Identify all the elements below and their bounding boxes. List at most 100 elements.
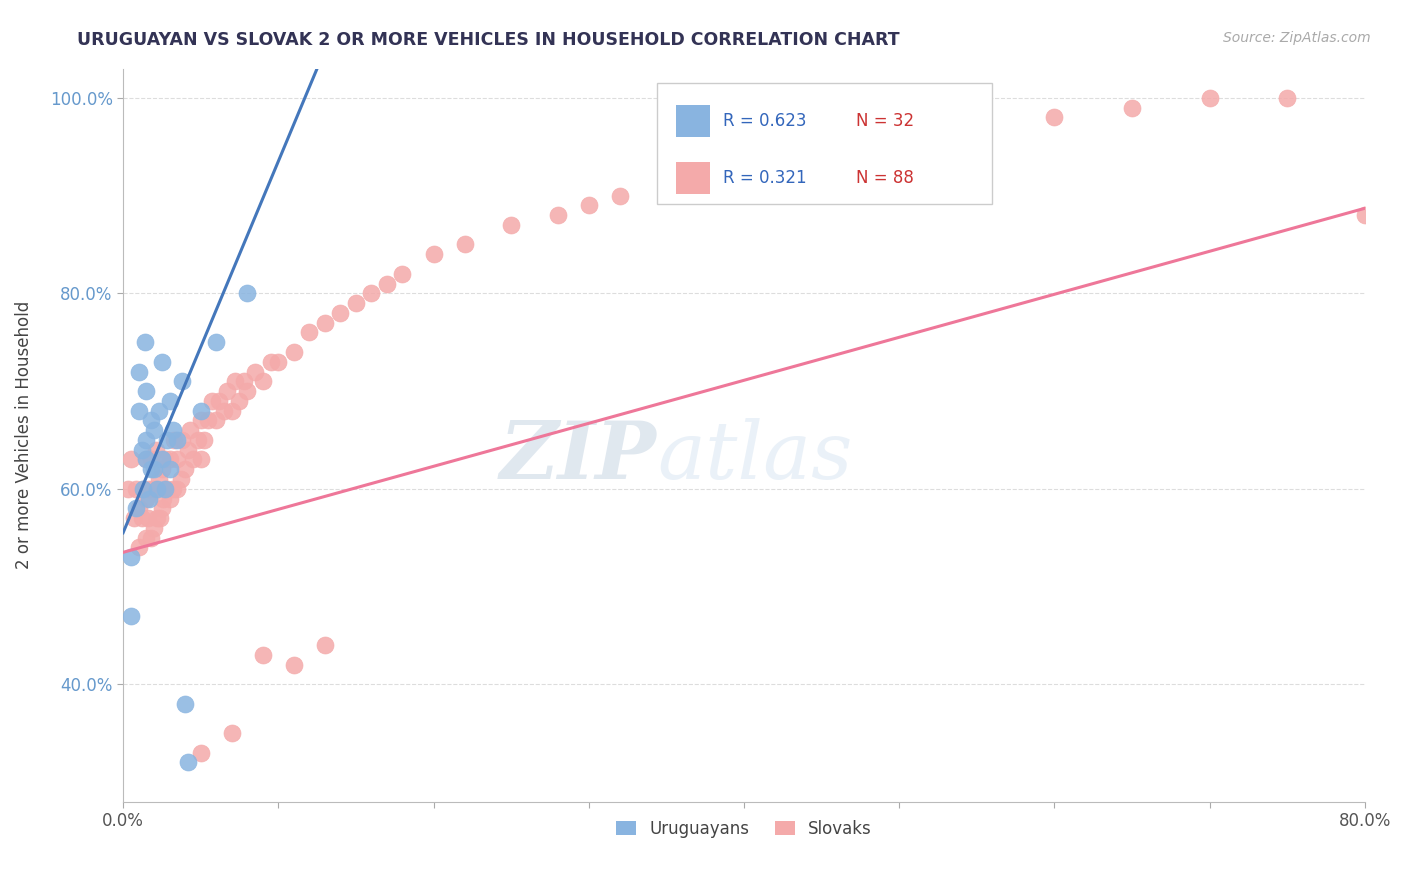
Point <box>179 423 201 437</box>
Point <box>205 413 228 427</box>
Point <box>135 384 157 398</box>
Point <box>128 501 150 516</box>
Text: R = 0.623: R = 0.623 <box>723 112 806 130</box>
Point <box>177 442 200 457</box>
Point <box>159 462 181 476</box>
Point <box>298 326 321 340</box>
FancyBboxPatch shape <box>657 83 993 204</box>
Point <box>224 374 246 388</box>
Point <box>212 403 235 417</box>
Point <box>132 482 155 496</box>
Point <box>139 462 162 476</box>
Point <box>422 247 444 261</box>
Point <box>283 345 305 359</box>
Point <box>153 482 176 496</box>
Point <box>825 139 848 153</box>
Point <box>197 413 219 427</box>
Point <box>205 335 228 350</box>
Point <box>162 423 184 437</box>
Point <box>252 648 274 662</box>
Text: N = 88: N = 88 <box>856 169 914 186</box>
Point <box>190 746 212 760</box>
Point <box>221 403 243 417</box>
Point <box>193 433 215 447</box>
Point <box>283 657 305 672</box>
Point <box>733 159 755 173</box>
Point <box>139 452 162 467</box>
Point <box>139 413 162 427</box>
Point <box>138 491 160 506</box>
Point <box>501 218 523 232</box>
Point <box>252 374 274 388</box>
Text: URUGUAYAN VS SLOVAK 2 OR MORE VEHICLES IN HOUSEHOLD CORRELATION CHART: URUGUAYAN VS SLOVAK 2 OR MORE VEHICLES I… <box>77 31 900 49</box>
Point <box>143 482 166 496</box>
Point <box>135 531 157 545</box>
Point <box>208 393 231 408</box>
Point <box>159 452 181 467</box>
Text: Source: ZipAtlas.com: Source: ZipAtlas.com <box>1223 31 1371 45</box>
Point <box>190 413 212 427</box>
Point <box>1277 91 1299 105</box>
Point <box>170 374 193 388</box>
Point <box>344 296 367 310</box>
Point <box>169 472 191 486</box>
Bar <box>676 161 710 194</box>
Point <box>236 384 259 398</box>
Point <box>609 188 631 202</box>
Point <box>228 393 250 408</box>
Point <box>200 393 222 408</box>
Point <box>148 403 170 417</box>
Point <box>150 501 173 516</box>
Point <box>163 433 186 447</box>
Point <box>267 355 290 369</box>
Point <box>139 531 162 545</box>
Point <box>153 452 176 467</box>
Y-axis label: 2 or more Vehicles in Household: 2 or more Vehicles in Household <box>15 301 32 569</box>
Point <box>779 149 801 163</box>
Text: atlas: atlas <box>657 418 852 496</box>
Point <box>174 462 197 476</box>
Point <box>117 482 139 496</box>
Point <box>655 178 678 193</box>
Point <box>181 452 204 467</box>
Point <box>152 491 174 506</box>
Point <box>146 482 169 496</box>
Point <box>146 511 169 525</box>
Point <box>143 423 166 437</box>
Point <box>190 403 212 417</box>
Point <box>131 511 153 525</box>
Point <box>131 442 153 457</box>
Point <box>145 442 167 457</box>
Text: N = 32: N = 32 <box>856 112 914 130</box>
Point <box>1354 208 1376 222</box>
Point <box>128 541 150 555</box>
Point <box>150 355 173 369</box>
Point <box>143 521 166 535</box>
Point <box>314 316 336 330</box>
Text: ZIP: ZIP <box>501 418 657 496</box>
Point <box>136 511 159 525</box>
Point <box>889 130 911 145</box>
Point <box>236 286 259 301</box>
Point <box>329 306 352 320</box>
Legend: Uruguayans, Slovaks: Uruguayans, Slovaks <box>610 814 879 845</box>
Point <box>135 433 157 447</box>
Point <box>120 608 142 623</box>
Point <box>124 482 146 496</box>
Point <box>1043 111 1066 125</box>
Point <box>1198 91 1220 105</box>
Point <box>135 491 157 506</box>
Point <box>134 335 156 350</box>
Point <box>360 286 382 301</box>
Point <box>159 393 181 408</box>
Point <box>159 491 181 506</box>
Point <box>149 511 172 525</box>
Point <box>391 267 413 281</box>
Point <box>132 482 155 496</box>
Text: R = 0.321: R = 0.321 <box>723 169 807 186</box>
Point <box>177 756 200 770</box>
Point <box>966 120 988 135</box>
Point <box>128 364 150 378</box>
Point <box>128 403 150 417</box>
Point <box>166 482 188 496</box>
